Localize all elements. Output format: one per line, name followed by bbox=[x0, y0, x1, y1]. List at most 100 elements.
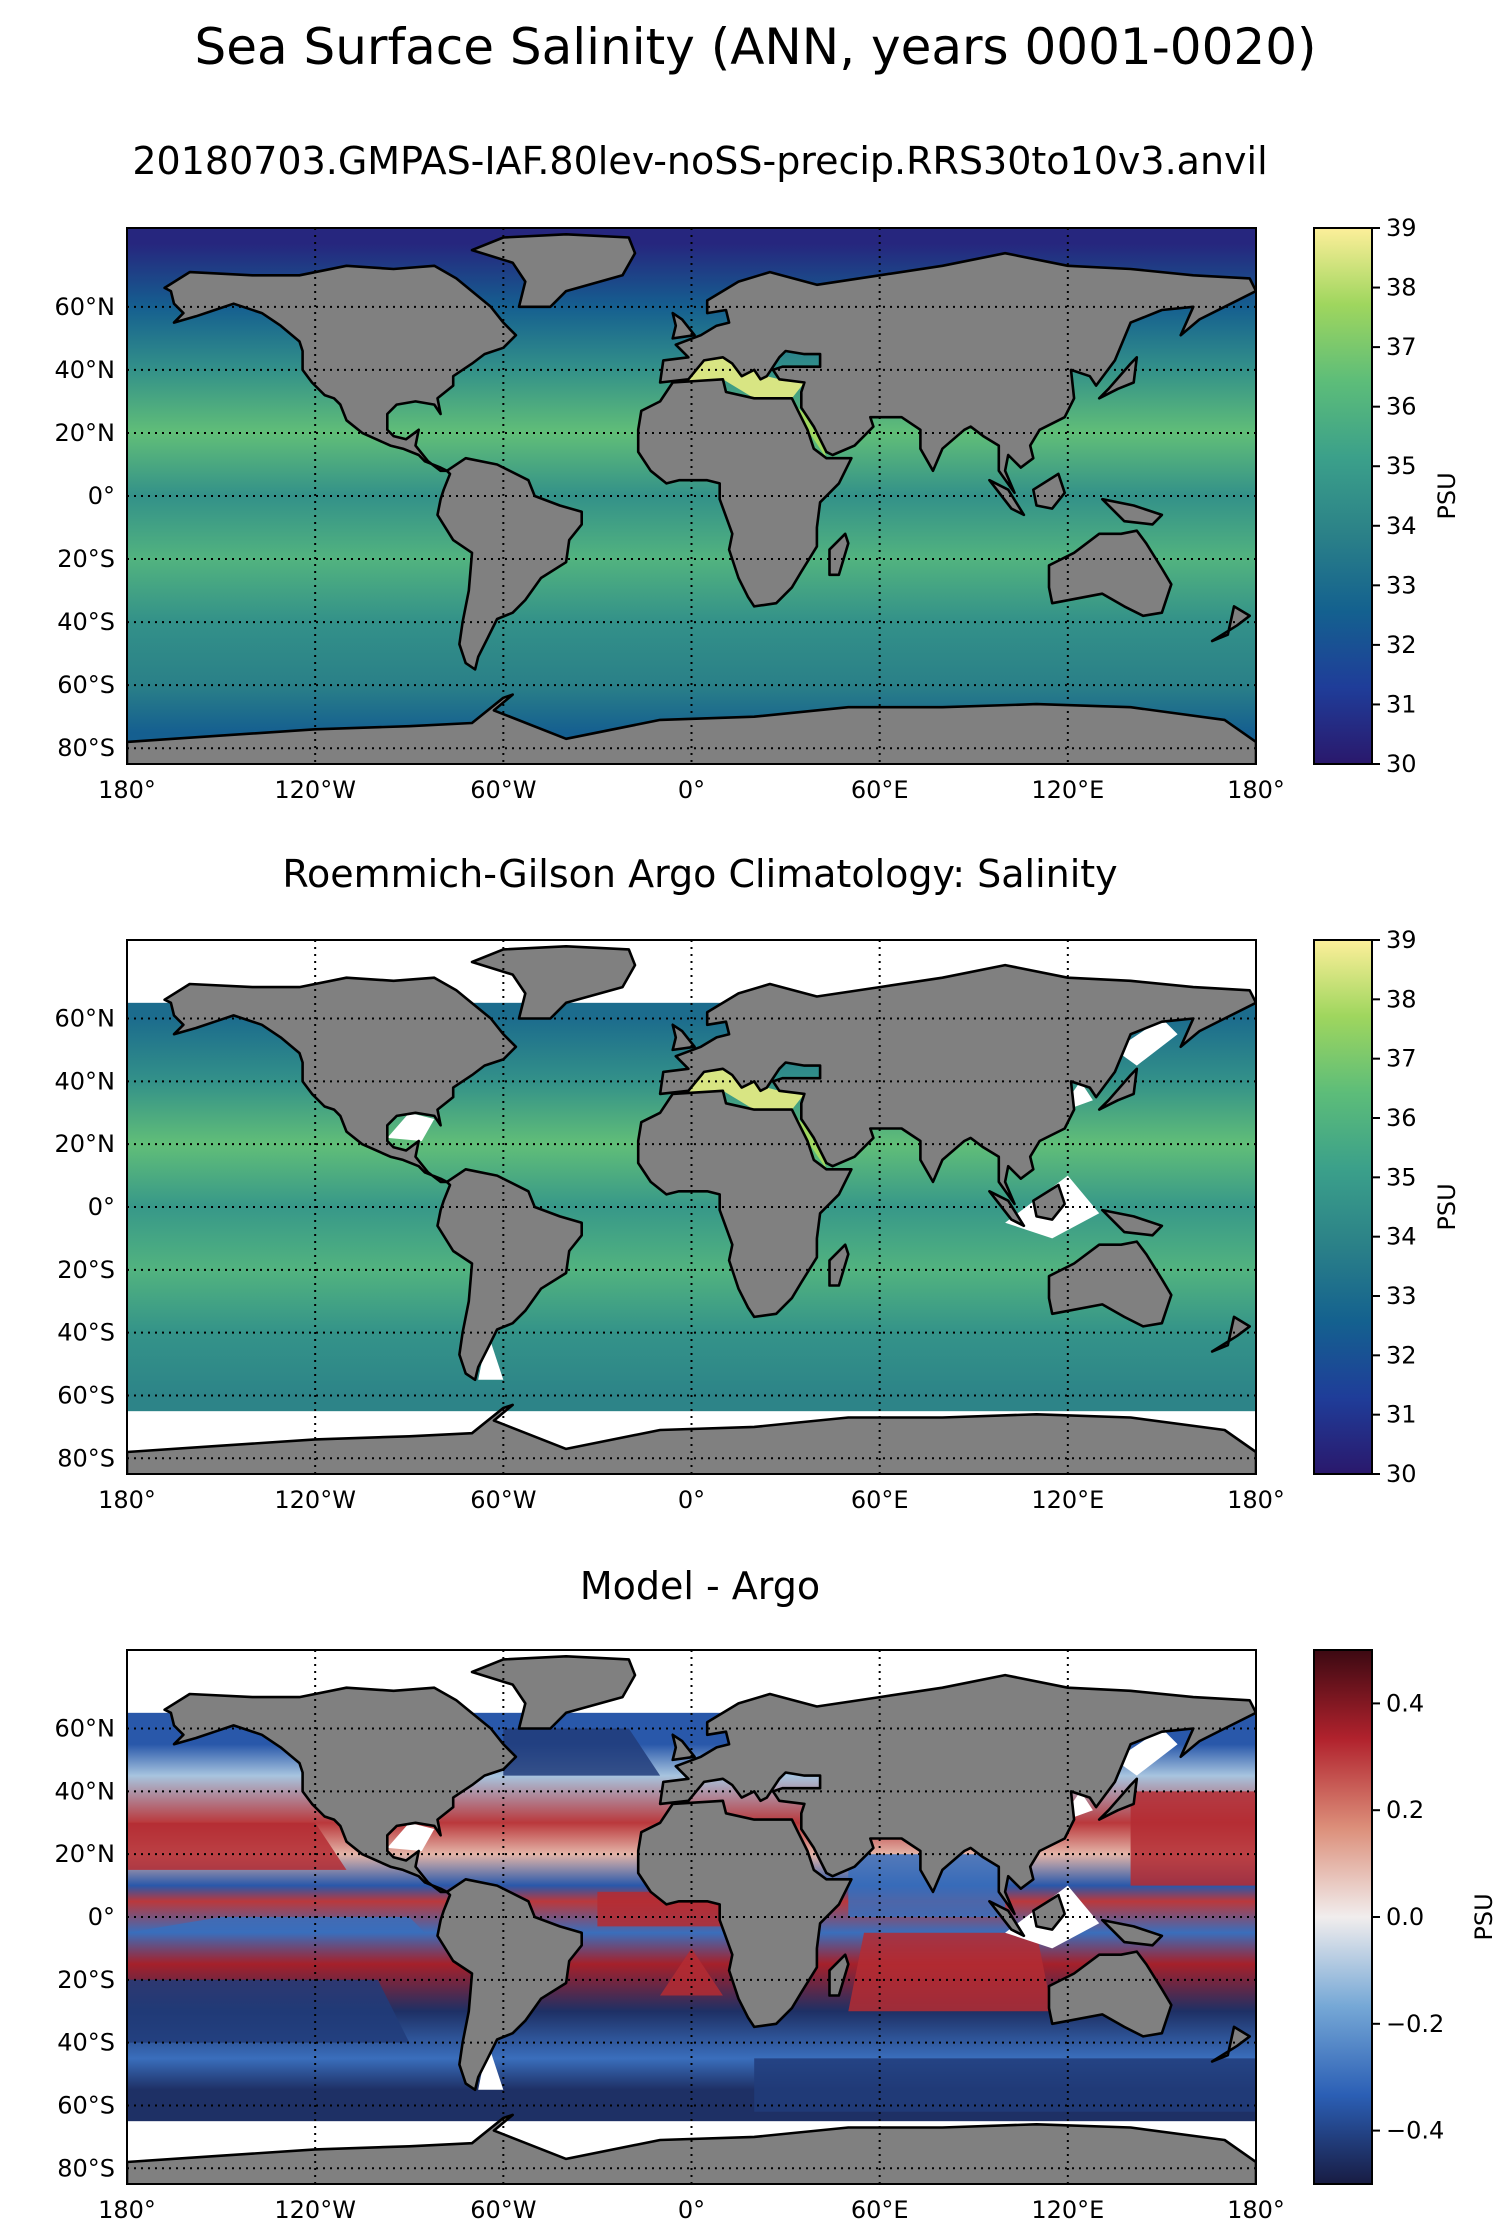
panel-title-argo: Roemmich-Gilson Argo Climatology: Salini… bbox=[282, 852, 1118, 896]
no-data-okhotsk bbox=[1114, 1018, 1178, 1066]
colorbar-tick-label: 38 bbox=[1386, 985, 1417, 1013]
land-sumatra bbox=[988, 1190, 1026, 1228]
colorbar-label: PSU bbox=[1433, 1183, 1461, 1230]
land-southAmerica bbox=[436, 1878, 584, 2092]
land-southAmerica bbox=[436, 1168, 584, 1382]
x-tick-label: 120°E bbox=[1031, 776, 1104, 804]
colorbar-tick-label: 35 bbox=[1386, 452, 1417, 480]
x-tick-label: 180° bbox=[98, 2196, 156, 2224]
map-frame bbox=[126, 227, 1257, 765]
no-data-gulf bbox=[387, 1822, 435, 1851]
x-tick-label: 60°W bbox=[470, 776, 536, 804]
colorbar-tick-label: 30 bbox=[1386, 1460, 1417, 1488]
land-uk bbox=[671, 1023, 696, 1052]
land-borneo bbox=[1032, 472, 1066, 510]
bias-patch bbox=[127, 1822, 347, 1870]
mediterranean-sea bbox=[675, 1068, 805, 1110]
land-sumatra bbox=[988, 1900, 1026, 1938]
colorbar-tick-label: 33 bbox=[1386, 1282, 1417, 1310]
y-tick-label: 60°S bbox=[57, 671, 115, 699]
y-tick-label: 20°S bbox=[57, 545, 115, 573]
land-eurasia bbox=[658, 963, 1256, 1206]
bias-patch bbox=[1130, 1791, 1256, 1886]
y-tick-label: 20°S bbox=[57, 1966, 115, 1994]
panel-title-model: 20180703.GMPAS-IAF.80lev-noSS-precip.RRS… bbox=[132, 139, 1268, 183]
colorbar-0: 39 38 37 36 35 34 33 32 31 30 PSU bbox=[1313, 214, 1461, 778]
colorbar-tick-label: 35 bbox=[1386, 1163, 1417, 1191]
map-frame bbox=[126, 939, 1257, 1475]
land-africa bbox=[636, 1089, 853, 1319]
y-tick-label: 0° bbox=[88, 482, 115, 510]
y-tick-label: 80°S bbox=[57, 1444, 115, 1472]
x-tick-label: 0° bbox=[678, 1486, 705, 1514]
colorbar-tick-label: −0.2 bbox=[1386, 2010, 1444, 2038]
x-tick-label: 180° bbox=[1227, 776, 1285, 804]
bias-patch bbox=[660, 1948, 723, 1996]
x-tick-label: 120°E bbox=[1031, 2196, 1104, 2224]
figure-title: Sea Surface Salinity (ANN, years 0001-00… bbox=[194, 18, 1317, 76]
colorbar-tick-label: 37 bbox=[1386, 1045, 1417, 1073]
colorbar-label: PSU bbox=[1433, 472, 1461, 519]
y-tick-label: 40°S bbox=[57, 608, 115, 636]
land-eurasia bbox=[658, 251, 1256, 495]
land-africa bbox=[636, 377, 853, 608]
x-tick-label: 60°E bbox=[851, 776, 909, 804]
colorbar-tick-label: 32 bbox=[1386, 1341, 1417, 1369]
no-data-gulf bbox=[387, 1112, 435, 1141]
colorbar-tick-label: 31 bbox=[1386, 1401, 1417, 1429]
mediterranean-sea bbox=[675, 357, 805, 399]
land-greenland bbox=[470, 233, 637, 309]
panel-title-bias: Model - Argo bbox=[579, 1564, 821, 1608]
land-antarctica bbox=[127, 2113, 1256, 2184]
y-tick-label: 0° bbox=[88, 1903, 115, 1931]
y-tick-label: 40°N bbox=[55, 1777, 116, 1805]
land-sumatra bbox=[988, 478, 1026, 517]
land-newGuinea bbox=[1101, 1208, 1164, 1237]
colorbar-tick-label: 34 bbox=[1386, 512, 1417, 540]
land-madagascar bbox=[828, 1243, 850, 1287]
x-tick-label: 0° bbox=[678, 776, 705, 804]
land-borneo bbox=[1032, 1893, 1066, 1931]
colorbar-bar bbox=[1313, 1649, 1373, 2185]
x-tick-label: 60°E bbox=[851, 1486, 909, 1514]
land-greenland bbox=[470, 1655, 637, 1730]
x-tick-label: 60°W bbox=[470, 1486, 536, 1514]
colorbar-label: PSU bbox=[1470, 1893, 1498, 1940]
y-tick-label: 60°N bbox=[55, 1715, 116, 1743]
x-tick-label: 180° bbox=[1227, 2196, 1285, 2224]
colorbar-2: 0.4 0.2 0.0 −0.2 −0.4 PSU bbox=[1313, 1649, 1498, 2185]
map-panel-1: 180° 120°W 60°W 0° 60°E 120°E 180° 60°N 40°N 20°N… bbox=[55, 939, 1285, 1514]
colorbar-tick-label: 0.2 bbox=[1386, 1796, 1424, 1824]
colorbar-tick-label: 32 bbox=[1386, 631, 1417, 659]
land-africa bbox=[636, 1799, 853, 2029]
y-tick-label: 80°S bbox=[57, 2154, 115, 2182]
y-tick-label: 20°N bbox=[55, 1130, 116, 1158]
bias-patch bbox=[127, 1917, 425, 1933]
land-australia bbox=[1047, 1950, 1173, 2038]
x-tick-label: 60°E bbox=[851, 2196, 909, 2224]
no-data-okhotsk bbox=[1114, 1728, 1178, 1776]
map-panel-0: 180° 120°W 60°W 0° 60°E 120°E 180° 60°N 40°N 20°N… bbox=[55, 227, 1285, 804]
no-data-patagonia bbox=[478, 1332, 504, 1380]
land-uk bbox=[671, 311, 696, 340]
land-northAmerica bbox=[163, 1686, 518, 1894]
x-tick-label: 120°W bbox=[274, 776, 356, 804]
land-southAmerica bbox=[436, 456, 584, 671]
land-newZealand bbox=[1210, 2025, 1251, 2063]
colorbar-tick-label: 30 bbox=[1386, 750, 1417, 778]
x-tick-label: 120°W bbox=[274, 1486, 356, 1514]
y-tick-label: 40°S bbox=[57, 2029, 115, 2057]
y-tick-label: 40°N bbox=[55, 356, 116, 384]
bias-patch bbox=[848, 1854, 1006, 1917]
bias-patch bbox=[503, 1728, 661, 1776]
land-newZealand bbox=[1210, 605, 1251, 643]
land-newGuinea bbox=[1101, 1918, 1164, 1947]
colorbar-tick-label: −0.4 bbox=[1386, 2117, 1444, 2145]
colorbar-tick-label: 39 bbox=[1386, 214, 1417, 242]
bias-patch bbox=[754, 2058, 1256, 2112]
bias-patch bbox=[848, 1932, 1053, 2012]
map-panel-2: 180° 120°W 60°W 0° 60°E 120°E 180° 60°N 40°N 20°N… bbox=[55, 1649, 1285, 2224]
land-japan bbox=[1097, 1067, 1139, 1111]
colorbar-tick-label: 36 bbox=[1386, 1104, 1417, 1132]
